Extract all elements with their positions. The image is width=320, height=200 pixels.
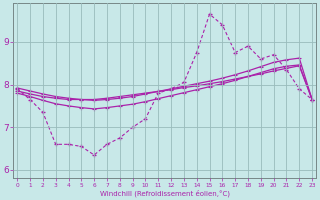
X-axis label: Windchill (Refroidissement éolien,°C): Windchill (Refroidissement éolien,°C) xyxy=(100,189,230,197)
